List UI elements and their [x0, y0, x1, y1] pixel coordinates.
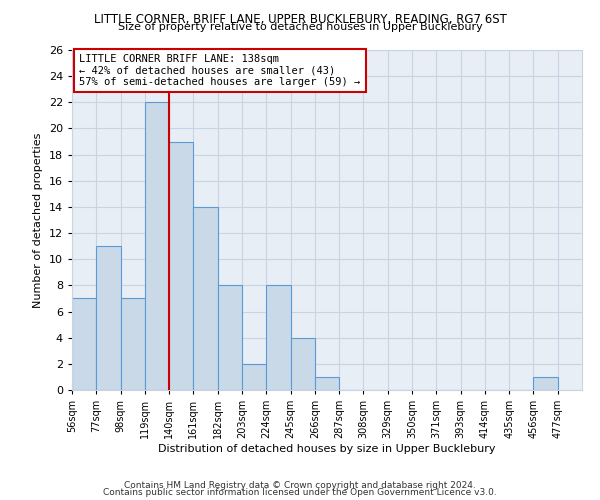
Bar: [218, 286, 242, 390]
Bar: [72, 298, 96, 390]
Bar: [266, 286, 290, 390]
Bar: [315, 377, 339, 390]
Bar: [169, 142, 193, 390]
Bar: [96, 246, 121, 390]
Y-axis label: Number of detached properties: Number of detached properties: [33, 132, 43, 308]
Text: Contains public sector information licensed under the Open Government Licence v3: Contains public sector information licen…: [103, 488, 497, 497]
Text: Size of property relative to detached houses in Upper Bucklebury: Size of property relative to detached ho…: [118, 22, 482, 32]
Bar: [121, 298, 145, 390]
Bar: [533, 377, 558, 390]
Text: Contains HM Land Registry data © Crown copyright and database right 2024.: Contains HM Land Registry data © Crown c…: [124, 480, 476, 490]
Bar: [193, 207, 218, 390]
Text: LITTLE CORNER, BRIFF LANE, UPPER BUCKLEBURY, READING, RG7 6ST: LITTLE CORNER, BRIFF LANE, UPPER BUCKLEB…: [94, 12, 506, 26]
Bar: [145, 102, 169, 390]
X-axis label: Distribution of detached houses by size in Upper Bucklebury: Distribution of detached houses by size …: [158, 444, 496, 454]
Text: LITTLE CORNER BRIFF LANE: 138sqm
← 42% of detached houses are smaller (43)
57% o: LITTLE CORNER BRIFF LANE: 138sqm ← 42% o…: [79, 54, 361, 87]
Bar: [290, 338, 315, 390]
Bar: [242, 364, 266, 390]
